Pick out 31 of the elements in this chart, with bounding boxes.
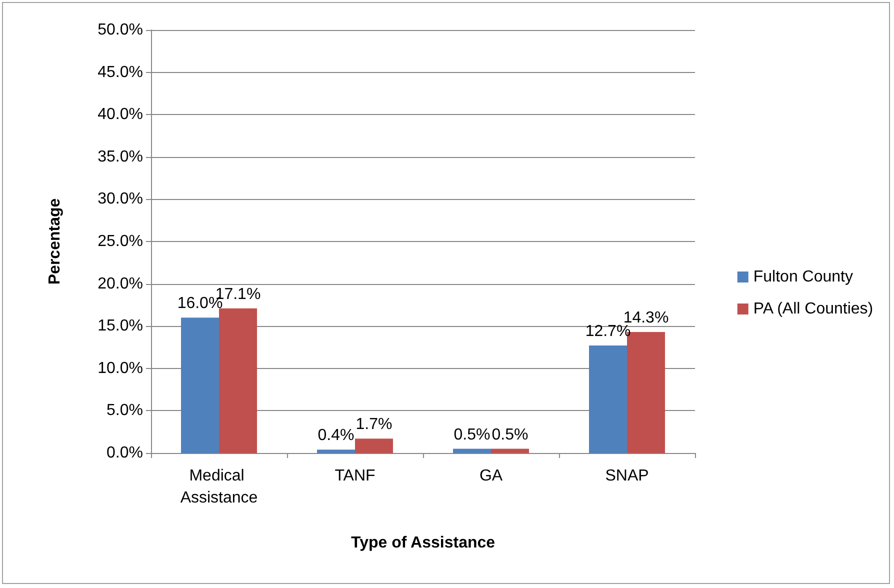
- data-label: 0.5%: [454, 426, 490, 444]
- y-tick-label: 20.0%: [98, 275, 143, 292]
- x-tick-label: Medical Assistance: [180, 468, 258, 506]
- y-tick-label: 35.0%: [98, 148, 143, 166]
- x-tick-label: GA: [479, 468, 503, 484]
- y-tick-label: 30.0%: [98, 190, 143, 208]
- legend-label: PA (All Counties): [753, 300, 874, 318]
- y-tick-label: 50.0%: [98, 22, 143, 38]
- legend-label: Fulton County: [753, 268, 853, 286]
- x-tick-label: SNAP: [605, 468, 649, 484]
- y-tick-label: 25.0%: [98, 233, 143, 250]
- x-axis-title: Type of Assistance: [350, 534, 496, 552]
- bar: [491, 448, 529, 453]
- y-tick-label: 40.0%: [98, 106, 143, 124]
- data-label: 1.7%: [356, 416, 392, 434]
- y-tick-label: 45.0%: [98, 64, 143, 81]
- data-label: 12.7%: [585, 323, 631, 340]
- data-label: 0.5%: [492, 426, 528, 444]
- bar: [453, 448, 491, 453]
- bar: [317, 450, 355, 453]
- y-tick-label: 10.0%: [98, 360, 143, 377]
- x-tick-label: TANF: [334, 468, 376, 484]
- y-tick-label: 5.0%: [106, 402, 143, 420]
- y-axis-title: Percentage: [46, 198, 64, 285]
- bar: [589, 346, 627, 453]
- bar: [355, 438, 393, 453]
- bar: [219, 308, 257, 453]
- data-label: 0.4%: [318, 427, 354, 444]
- y-tick-label: 0.0%: [106, 444, 143, 462]
- bar: [181, 318, 219, 453]
- y-tick-label: 15.0%: [98, 318, 143, 335]
